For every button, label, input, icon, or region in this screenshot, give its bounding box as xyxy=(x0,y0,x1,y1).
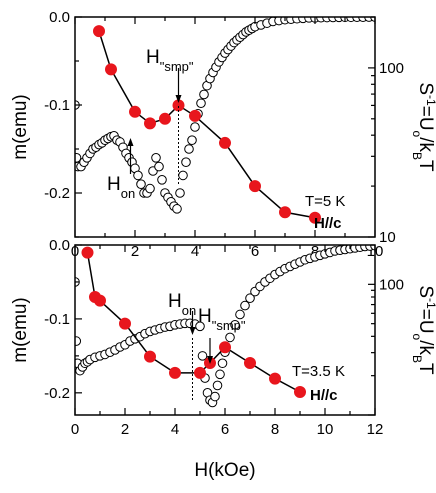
top-red-point xyxy=(219,136,231,149)
bottom-y-tick-label: -0.2 xyxy=(44,385,70,402)
top-y-tick-label: -0.2 xyxy=(44,185,70,202)
top-x-tick-label: 8 xyxy=(311,243,319,260)
bottom-open-point xyxy=(197,351,208,361)
top-open-point xyxy=(187,135,197,145)
top-hsmp-arrowhead xyxy=(175,95,182,103)
top-hon-label: Hon xyxy=(107,174,135,201)
bottom-open-point xyxy=(195,321,205,332)
top-y2-tick-label: 10 xyxy=(379,229,396,246)
bottom-x-tick-label: 0 xyxy=(71,421,79,438)
top-condition-field: H//c xyxy=(314,215,342,232)
top-open-point xyxy=(145,183,155,194)
top-open-point xyxy=(196,98,206,109)
bottom-open-point xyxy=(217,358,228,369)
bottom-red-point xyxy=(219,341,231,354)
bottom-open-point xyxy=(75,336,82,346)
top-y2-axis-label: S-1=Uo/kBT xyxy=(410,82,436,172)
top-hon-arrowhead xyxy=(127,138,134,146)
bottom-red-point xyxy=(294,385,306,398)
top-y2-tick-label: 100 xyxy=(379,60,404,77)
bottom-open-point xyxy=(215,369,225,380)
top-open-point xyxy=(178,170,188,181)
bottom-red-point xyxy=(244,357,256,370)
bottom-open-point xyxy=(245,293,255,304)
bottom-open-point xyxy=(225,332,235,343)
bottom-hon-label: Hon xyxy=(168,291,196,318)
bottom-x-tick-label: 6 xyxy=(221,421,229,438)
bottom-hon-arrowhead xyxy=(189,327,196,335)
bottom-panel: 0 2 4 6 8 10 12 0.0 -0.1 -0.2 100 m(emu) S-1=Uo/… xyxy=(10,237,436,481)
top-y-axis-label: m(emu) xyxy=(10,94,31,159)
top-open-point xyxy=(184,144,194,154)
top-y-tick-label: -0.1 xyxy=(44,97,70,114)
bottom-y-tick-label: 0.0 xyxy=(49,237,70,254)
top-y-axis: 0.0 -0.1 -0.2 xyxy=(44,9,82,238)
bottom-hsmp-label: H"smp" xyxy=(198,306,246,333)
top-open-point xyxy=(172,204,182,214)
top-red-point xyxy=(189,109,201,122)
bottom-x-axis: 0 2 4 6 8 10 12 xyxy=(71,245,384,438)
bottom-red-point xyxy=(144,350,156,363)
top-open-point xyxy=(181,157,191,167)
top-open-point xyxy=(190,122,200,132)
bottom-y2-axis: 100 xyxy=(368,244,404,416)
top-open-point xyxy=(133,170,143,181)
bottom-red-point xyxy=(169,366,181,379)
top-red-point xyxy=(105,63,117,76)
bottom-y-axis-label: m(emu) xyxy=(10,297,31,362)
bottom-x-axis-label: H(kOe) xyxy=(194,460,255,481)
bottom-open-point xyxy=(240,300,250,311)
top-red-point xyxy=(93,25,105,38)
bottom-red-point xyxy=(269,372,281,385)
bottom-y2-tick-label: 100 xyxy=(379,276,404,293)
top-x-tick-label: 4 xyxy=(191,243,199,260)
bottom-red-point xyxy=(194,366,206,379)
top-x-tick-label: 2 xyxy=(131,243,139,260)
top-open-point xyxy=(175,188,185,198)
top-condition-temperature: T=5 K xyxy=(305,193,345,210)
bottom-condition-field: H//c xyxy=(310,387,338,404)
bottom-x-tick-label: 10 xyxy=(317,421,334,438)
bottom-open-point xyxy=(212,380,223,391)
top-open-point xyxy=(199,89,209,100)
bottom-x-tick-label: 4 xyxy=(171,421,179,438)
bottom-red-point xyxy=(94,294,106,307)
bottom-red-point xyxy=(119,317,131,330)
bottom-open-point xyxy=(235,309,245,320)
top-x-tick-label: 6 xyxy=(251,243,259,260)
bottom-y-tick-label: -0.1 xyxy=(44,311,70,328)
bottom-open-point xyxy=(210,391,220,402)
top-red-point xyxy=(144,117,156,130)
top-open-point xyxy=(157,175,167,185)
bottom-x-tick-label: 12 xyxy=(367,421,384,438)
top-red-point xyxy=(129,105,141,118)
bottom-red-point xyxy=(81,246,94,259)
top-red-point xyxy=(279,206,291,219)
top-annotations: H"smp" Hon xyxy=(107,47,194,201)
bottom-x-tick-label: 8 xyxy=(271,421,279,438)
top-open-point xyxy=(136,179,146,189)
bottom-annotations: Hon H"smp" xyxy=(168,291,246,402)
bottom-open-point xyxy=(230,320,240,330)
top-plot-area xyxy=(75,17,375,224)
bottom-y2-axis-label: S-1=Uo/kBT xyxy=(410,285,436,375)
top-open-point xyxy=(154,161,164,172)
top-y-tick-label: 0.0 xyxy=(49,9,70,26)
bottom-y-axis: 0.0 -0.1 -0.2 xyxy=(44,237,82,402)
bottom-x-tick-label: 2 xyxy=(121,421,129,438)
top-hsmp-label: H"smp" xyxy=(146,47,194,74)
top-red-point xyxy=(249,180,261,193)
top-red-point xyxy=(159,112,171,125)
bottom-plot-area xyxy=(75,245,375,408)
top-open-point xyxy=(151,153,161,163)
bottom-condition-temperature: T=3.5 K xyxy=(292,363,345,380)
top-red-point xyxy=(309,211,321,224)
bottom-hsmp-arrowhead xyxy=(207,356,213,364)
top-y2-axis: 10 100 xyxy=(368,16,404,246)
